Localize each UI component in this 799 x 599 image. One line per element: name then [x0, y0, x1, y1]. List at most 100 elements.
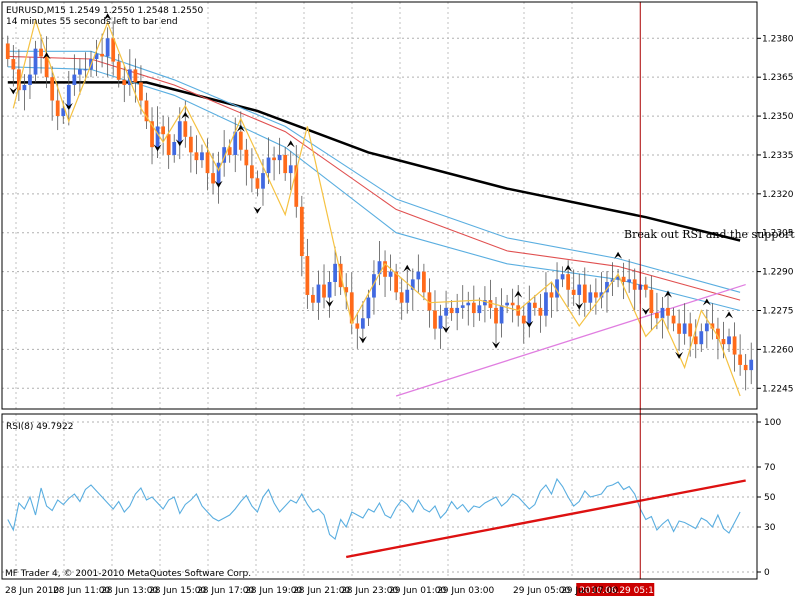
- candle-body-0: [5, 43, 10, 60]
- time-tick-label-6: 28 Jun 21:00: [293, 586, 350, 596]
- candle-body-20: [116, 61, 121, 80]
- candle-body-131: [732, 336, 737, 355]
- candle-body-129: [721, 339, 726, 345]
- candle-body-18: [105, 38, 110, 57]
- fractal-down-marker-4: [214, 180, 223, 188]
- candle-body-119: [666, 307, 670, 316]
- fractal-up-marker-2: [181, 111, 190, 119]
- candle-body-26: [150, 121, 154, 148]
- fractal-up-marker-7: [564, 264, 573, 272]
- candle-body-41: [233, 131, 238, 155]
- fractal-down-marker-8: [442, 325, 451, 333]
- candle-body-30: [172, 141, 177, 155]
- candle-body-29: [166, 134, 171, 155]
- candle-body-103: [577, 284, 582, 295]
- candle-body-58: [327, 281, 332, 298]
- candle-body-54: [305, 256, 310, 295]
- rsi-line: [7, 477, 741, 540]
- candle-body-42: [238, 131, 243, 150]
- candle-body-35: [200, 152, 204, 161]
- candle-body-16: [94, 53, 99, 60]
- candle-body-130: [727, 336, 731, 345]
- fractal-down-marker-0: [9, 87, 18, 95]
- fractal-down-marker-2: [153, 144, 162, 152]
- moving-average-3: [7, 66, 741, 312]
- fractal-up-marker-0: [42, 52, 51, 60]
- candle-body-124: [693, 336, 698, 345]
- candle-body-83: [466, 302, 471, 306]
- candle-body-73: [410, 279, 415, 290]
- fractal-up-marker-5: [403, 264, 412, 272]
- candle-body-6: [39, 48, 43, 57]
- candle-body-12: [72, 74, 77, 85]
- fractal-down-marker-5: [253, 206, 262, 214]
- fractal-up-marker-8: [614, 251, 623, 259]
- support-line[interactable]: [395, 283, 746, 397]
- candle-body-66: [372, 274, 376, 298]
- candle-body-89: [499, 305, 504, 324]
- candle-body-50: [283, 154, 288, 174]
- candle-body-48: [272, 157, 276, 161]
- candle-body-31: [177, 121, 182, 142]
- candle-body-110: [616, 276, 620, 280]
- candle-body-76: [427, 292, 432, 311]
- candle-body-93: [521, 315, 526, 324]
- rsi-tick-label-4: 100: [764, 418, 781, 428]
- current-time-line[interactable]: 2010.06.29 05:15: [576, 2, 660, 596]
- candle-body-100: [560, 274, 565, 280]
- candle-body-57: [322, 284, 326, 298]
- fractal-up-marker-11: [725, 311, 734, 319]
- time-tick-label-1: 28 Jun 11:00: [53, 586, 110, 596]
- candle-body-75: [421, 271, 426, 293]
- candle-body-67: [377, 261, 382, 275]
- rsi-tick-label-2: 50: [764, 493, 776, 503]
- candle-body-70: [394, 271, 399, 293]
- candle-body-126: [704, 323, 709, 332]
- price-axis: 1.2380 1.2365 1.2350 1.2335 1.2320 1.2305 1.22…: [757, 34, 794, 394]
- fractal-up-marker-4: [286, 140, 295, 148]
- fractal-down-marker-9: [492, 341, 501, 349]
- price-tick-label-2: 1.2350: [762, 112, 794, 122]
- time-tick-label-11: 29 Jun 07:00: [561, 586, 618, 596]
- time-tick-label-5: 28 Jun 19:00: [245, 586, 302, 596]
- price-tick-label-4: 1.2320: [762, 190, 794, 200]
- candle-body-9: [55, 100, 60, 117]
- candle-body-4: [28, 74, 32, 85]
- symbol-header: EURUSD,M15 1.2549 1.2550 1.2548 1.2550: [6, 6, 204, 16]
- candle-body-33: [188, 136, 193, 153]
- candle-body-105: [588, 292, 593, 303]
- candle-body-51: [288, 165, 293, 174]
- candle-body-134: [749, 359, 754, 371]
- moving-average-2: [7, 50, 741, 293]
- time-tick-label-2: 28 Jun 13:00: [101, 586, 158, 596]
- support-trendline: [395, 283, 746, 397]
- candle-body-55: [311, 294, 315, 303]
- candle-body-19: [111, 38, 116, 62]
- time-badge: [576, 583, 655, 596]
- candle-body-36: [205, 152, 210, 174]
- rsi-grid: [2, 414, 757, 579]
- rsi-plot: [7, 477, 746, 559]
- candle-body-85: [477, 305, 482, 314]
- candle-body-64: [360, 318, 365, 329]
- fractal-up-marker-10: [702, 298, 711, 306]
- candle-body-14: [83, 69, 88, 71]
- candle-body-13: [78, 69, 82, 75]
- fractal-down-marker-13: [675, 351, 684, 359]
- fractal-up-marker-1: [103, 13, 112, 21]
- candle-body-111: [621, 276, 626, 282]
- candle-body-61: [344, 287, 349, 293]
- candle-body-22: [127, 69, 132, 85]
- candle-body-53: [299, 206, 304, 257]
- candle-body-81: [455, 307, 460, 314]
- time-badge-label: 2010.06.29 05:15: [579, 586, 659, 596]
- candle-body-116: [649, 289, 654, 314]
- candle-body-88: [494, 307, 498, 324]
- moving-average-1: [7, 55, 741, 301]
- candle-body-121: [677, 323, 681, 334]
- candle-body-79: [444, 307, 448, 316]
- candle-body-132: [738, 354, 743, 365]
- fractal-down-marker-1: [64, 102, 73, 110]
- candle-body-59: [333, 263, 338, 282]
